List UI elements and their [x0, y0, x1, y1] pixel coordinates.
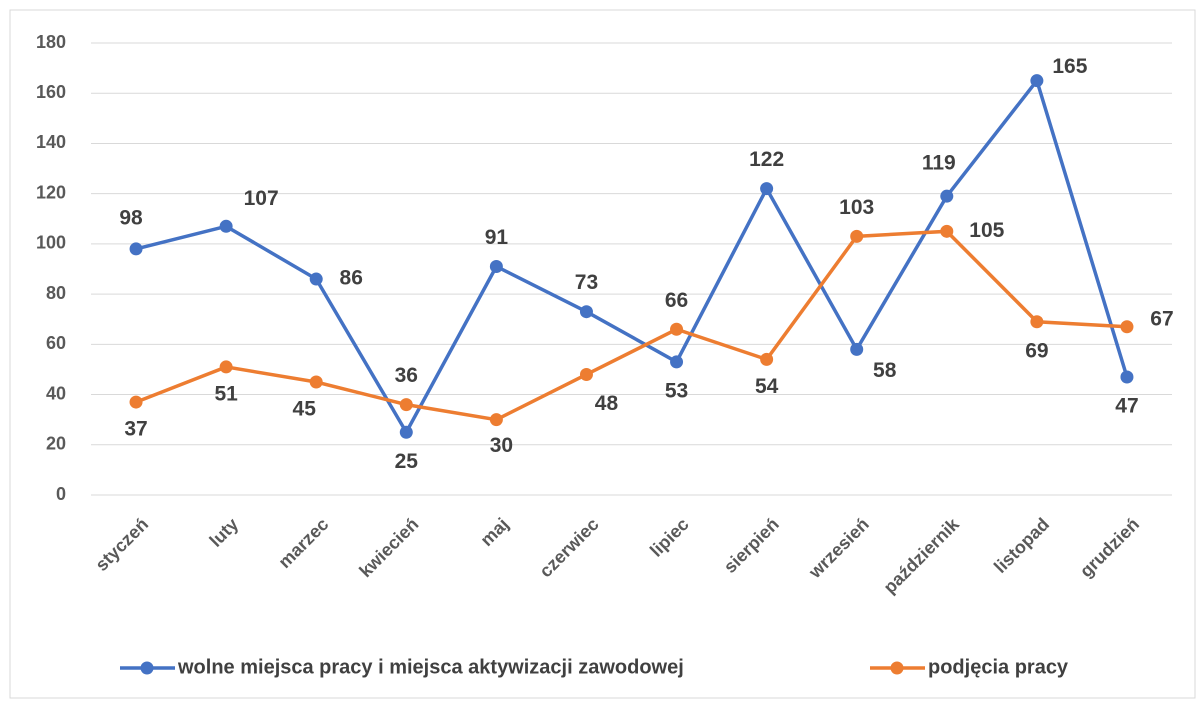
data-label: 58	[873, 359, 897, 382]
y-tick-label: 0	[56, 484, 66, 504]
y-tick-label: 60	[46, 333, 66, 353]
legend-label: podjęcia pracy	[928, 656, 1069, 678]
point	[940, 189, 954, 203]
point	[399, 398, 413, 412]
point	[850, 229, 864, 243]
data-label: 86	[340, 267, 363, 290]
point	[760, 182, 774, 196]
point	[670, 355, 684, 369]
series-line	[135, 76, 1129, 436]
legend-marker	[890, 661, 904, 675]
point	[219, 360, 233, 374]
point	[1030, 74, 1044, 88]
y-tick-label: 80	[46, 283, 66, 303]
legend-item: podjęcia pracy	[870, 656, 1069, 678]
data-label: 48	[595, 392, 619, 415]
point	[309, 272, 323, 286]
point	[309, 375, 323, 389]
data-label: 53	[665, 379, 688, 402]
point	[489, 259, 503, 273]
y-tick-label: 20	[46, 434, 66, 454]
point	[940, 224, 954, 238]
point	[129, 395, 143, 409]
point	[219, 219, 233, 233]
point	[129, 242, 143, 256]
data-label: 54	[755, 375, 779, 398]
data-label: 119	[922, 152, 956, 175]
data-label: 73	[575, 271, 598, 294]
data-label: 47	[1115, 395, 1138, 418]
y-tick-label: 100	[36, 233, 66, 253]
data-label: 25	[395, 450, 419, 473]
legend-item: wolne miejsca pracy i miejsca aktywizacj…	[120, 656, 684, 678]
point	[399, 425, 413, 439]
data-label: 91	[485, 226, 509, 249]
data-label: 30	[490, 434, 513, 457]
data-label: 122	[749, 148, 784, 171]
series-line	[135, 229, 1128, 422]
chart-frame	[9, 9, 1196, 699]
data-label: 37	[124, 418, 147, 441]
y-tick-label: 120	[36, 182, 66, 202]
y-tick-label: 140	[36, 132, 66, 152]
point	[1030, 315, 1044, 329]
data-label: 165	[1052, 55, 1087, 78]
point	[670, 322, 684, 336]
point	[850, 342, 864, 356]
y-tick-label: 40	[46, 383, 66, 403]
point	[579, 305, 593, 319]
y-tick-label: 180	[36, 32, 66, 52]
point	[1120, 370, 1134, 384]
legend-label: wolne miejsca pracy i miejsca aktywizacj…	[177, 656, 684, 678]
data-label: 98	[119, 206, 143, 229]
y-tick-label: 160	[36, 82, 66, 102]
point	[489, 413, 503, 427]
data-label: 69	[1025, 339, 1048, 362]
data-label: 107	[244, 187, 279, 210]
data-label: 67	[1150, 307, 1173, 330]
data-label: 66	[665, 289, 688, 312]
data-label: 51	[214, 382, 238, 405]
data-label: 45	[293, 398, 317, 421]
data-label: 103	[839, 196, 874, 219]
point	[760, 352, 774, 366]
legend-marker	[140, 661, 154, 675]
point	[1120, 320, 1134, 334]
data-label: 105	[969, 219, 1004, 242]
data-label: 36	[395, 364, 418, 387]
point	[579, 367, 593, 381]
